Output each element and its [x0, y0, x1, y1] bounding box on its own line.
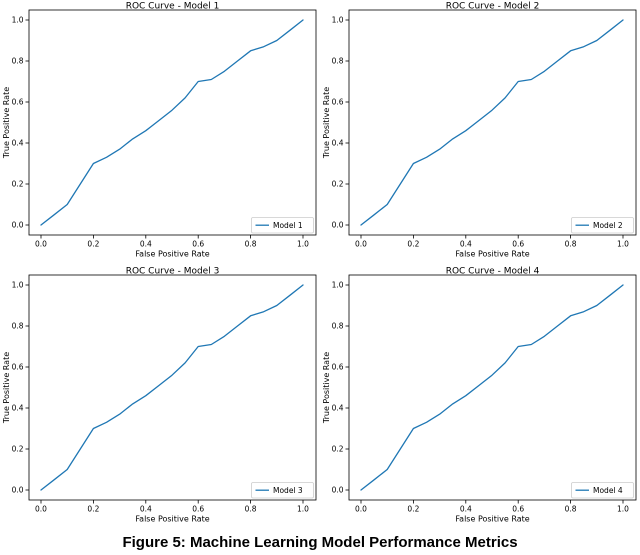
x-tick-label: 0.6: [192, 240, 204, 249]
x-tick-label: 0.6: [512, 240, 524, 249]
roc-plot-4: 0.0 0.2 0.4 0.6 0.8 1.0 0.0 0.2 0.4 0.6 0.8 1.0 ROC …: [322, 267, 637, 524]
legend: Model 3: [251, 482, 314, 499]
y-tick-label: 0.2: [332, 180, 344, 189]
y-axis-label: True Positive Rate: [2, 352, 11, 424]
plot-title: ROC Curve - Model 4: [446, 267, 540, 277]
x-tick-label: 0.8: [245, 240, 257, 249]
x-tick-label: 0.8: [565, 505, 577, 514]
legend: Model 1: [251, 217, 314, 234]
y-axis: 0.0 0.2 0.4 0.6 0.8 1.0: [332, 16, 349, 230]
x-tick-label: 0.0: [35, 240, 47, 249]
y-tick-label: 1.0: [12, 281, 24, 290]
y-tick-label: 0.8: [332, 322, 344, 331]
legend-box: [571, 217, 634, 234]
roc-curve-line: [40, 19, 304, 226]
x-tick-label: 0.6: [192, 505, 204, 514]
y-tick-label: 0.2: [12, 180, 24, 189]
y-tick-label: 0.4: [332, 404, 344, 413]
y-axis: 0.0 0.2 0.4 0.6 0.8 1.0: [12, 281, 29, 495]
x-axis-label: False Positive Rate: [135, 250, 209, 259]
x-tick-label: 0.2: [87, 505, 99, 514]
x-tick-label: 0.0: [355, 505, 367, 514]
x-axis: 0.0 0.2 0.4 0.6 0.8 1.0: [355, 500, 629, 514]
x-axis: 0.0 0.2 0.4 0.6 0.8 1.0: [35, 500, 309, 514]
legend: Model 2: [571, 217, 634, 234]
y-tick-label: 0.2: [12, 445, 24, 454]
y-tick-label: 1.0: [332, 281, 344, 290]
legend-label: Model 2: [593, 221, 623, 230]
x-tick-label: 0.0: [355, 240, 367, 249]
x-axis-label: False Positive Rate: [135, 515, 209, 524]
y-tick-label: 0.8: [12, 322, 24, 331]
roc-plot-1: 0.0 0.2 0.4 0.6 0.8 1.0 0.0 0.2 0.4 0.6 0.8 1.0 ROC …: [2, 2, 317, 259]
roc-plot-3: 0.0 0.2 0.4 0.6 0.8 1.0 0.0 0.2 0.4 0.6 0.8 1.0 ROC …: [2, 267, 317, 524]
plot-title: ROC Curve - Model 1: [126, 2, 220, 12]
y-tick-label: 0.6: [332, 363, 344, 372]
x-tick-label: 0.2: [87, 240, 99, 249]
legend-box: [571, 482, 634, 499]
y-tick-label: 1.0: [332, 16, 344, 25]
y-tick-label: 0.6: [332, 98, 344, 107]
y-tick-label: 0.8: [12, 57, 24, 66]
x-tick-label: 0.4: [140, 505, 152, 514]
legend-box: [251, 482, 314, 499]
y-tick-label: 1.0: [12, 16, 24, 25]
x-tick-label: 0.6: [512, 505, 524, 514]
legend: Model 4: [571, 482, 634, 499]
y-tick-label: 0.0: [332, 221, 344, 230]
x-tick-label: 0.2: [407, 505, 419, 514]
roc-plot-2: 0.0 0.2 0.4 0.6 0.8 1.0 0.0 0.2 0.4 0.6 0.8 1.0 ROC …: [322, 2, 637, 259]
y-tick-label: 0.0: [332, 486, 344, 495]
y-axis-label: True Positive Rate: [2, 87, 11, 159]
plot-title: ROC Curve - Model 3: [126, 267, 220, 277]
x-tick-label: 0.8: [565, 240, 577, 249]
figure-caption: Figure 5: Machine Learning Model Perform…: [122, 534, 518, 551]
x-axis-label: False Positive Rate: [455, 250, 529, 259]
x-tick-label: 0.8: [245, 505, 257, 514]
y-tick-label: 0.0: [12, 486, 24, 495]
x-axis: 0.0 0.2 0.4 0.6 0.8 1.0: [355, 235, 629, 249]
x-tick-label: 1.0: [617, 505, 629, 514]
y-axis-label: True Positive Rate: [322, 352, 331, 424]
x-tick-label: 0.4: [460, 240, 472, 249]
roc-curve-line: [40, 284, 304, 491]
x-tick-label: 0.4: [460, 505, 472, 514]
legend-label: Model 4: [593, 486, 623, 495]
axes-frame: [348, 274, 637, 501]
y-tick-label: 0.4: [12, 139, 24, 148]
y-tick-label: 0.4: [12, 404, 24, 413]
y-tick-label: 0.6: [12, 98, 24, 107]
y-tick-label: 0.4: [332, 139, 344, 148]
y-tick-label: 0.6: [12, 363, 24, 372]
x-axis-label: False Positive Rate: [455, 515, 529, 524]
y-tick-label: 0.8: [332, 57, 344, 66]
y-axis-label: True Positive Rate: [322, 87, 331, 159]
x-tick-label: 0.0: [35, 505, 47, 514]
x-tick-label: 1.0: [617, 240, 629, 249]
plot-title: ROC Curve - Model 2: [446, 2, 540, 12]
y-axis: 0.0 0.2 0.4 0.6 0.8 1.0: [12, 16, 29, 230]
axes-frame: [28, 9, 317, 236]
axes-frame: [348, 9, 637, 236]
roc-subplot-grid: 0.0 0.2 0.4 0.6 0.8 1.0 0.0 0.2 0.4 0.6 0.8 1.0 ROC …: [2, 2, 637, 524]
x-tick-label: 1.0: [297, 240, 309, 249]
legend-label: Model 3: [273, 486, 303, 495]
roc-curve-line: [360, 19, 624, 226]
x-tick-label: 0.4: [140, 240, 152, 249]
axes-frame: [28, 274, 317, 501]
x-axis: 0.0 0.2 0.4 0.6 0.8 1.0: [35, 235, 309, 249]
roc-curve-line: [360, 284, 624, 491]
y-tick-label: 0.2: [332, 445, 344, 454]
y-axis: 0.0 0.2 0.4 0.6 0.8 1.0: [332, 281, 349, 495]
legend-label: Model 1: [273, 221, 303, 230]
legend-box: [251, 217, 314, 234]
x-tick-label: 1.0: [297, 505, 309, 514]
x-tick-label: 0.2: [407, 240, 419, 249]
y-tick-label: 0.0: [12, 221, 24, 230]
